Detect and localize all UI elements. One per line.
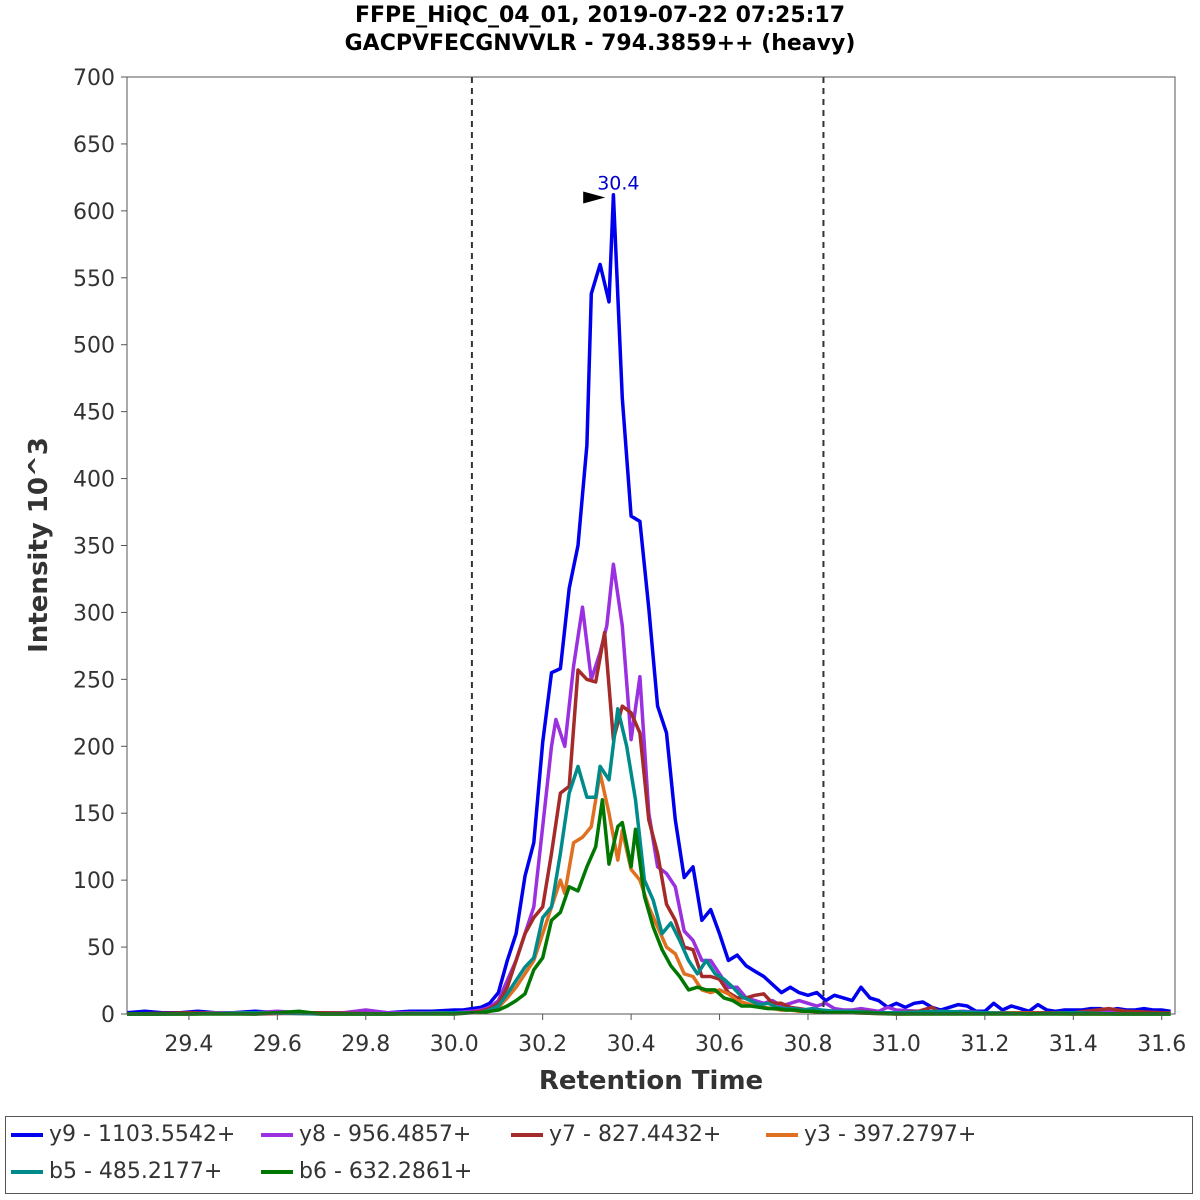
legend-swatch (261, 1169, 293, 1174)
y-tick-label: 300 (73, 601, 115, 626)
y-tick-label: 150 (73, 802, 115, 827)
legend-label: b5 - 485.2177+ (49, 1159, 223, 1184)
y-tick-label: 600 (73, 200, 115, 225)
legend-item: y3 - 397.2797+ (766, 1122, 976, 1147)
legend-swatch (511, 1132, 543, 1137)
x-tick-label: 29.8 (341, 1032, 390, 1057)
y-tick-label: 500 (73, 334, 115, 359)
x-tick-label: 30.0 (430, 1032, 479, 1057)
y-tick-label: 450 (73, 401, 115, 426)
y-tick-label: 550 (73, 267, 115, 292)
y-tick-label: 50 (87, 936, 115, 961)
legend-label: y8 - 956.4857+ (299, 1122, 472, 1147)
peak-arrow-marker (583, 191, 606, 204)
chart-title-line-1: FFPE_HiQC_04_01, 2019-07-22 07:25:17 (354, 3, 846, 28)
x-tick-label: 30.4 (607, 1032, 656, 1057)
legend-item: y7 - 827.4432+ (511, 1122, 721, 1147)
legend-item: b6 - 632.2861+ (261, 1159, 472, 1184)
legend-item: y9 - 1103.5542+ (11, 1122, 235, 1147)
x-tick-label: 31.4 (1049, 1032, 1098, 1057)
x-tick-label: 31.6 (1137, 1032, 1186, 1057)
legend-item: b5 - 485.2177+ (11, 1159, 222, 1184)
x-tick-label: 29.6 (253, 1032, 302, 1057)
legend-swatch (11, 1169, 43, 1174)
x-axis: 29.4 29.6 29.8 30.0 30.2 30.4 30.6 30.8 31.0 31.2… (164, 1014, 1186, 1057)
x-axis-label: Retention Time (539, 1066, 763, 1096)
legend-swatch (261, 1132, 293, 1137)
legend-label: b6 - 632.2861+ (299, 1159, 473, 1184)
legend: y9 - 1103.5542+ y8 - 956.4857+ y7 - 827.44… (5, 1116, 1193, 1194)
series-line-1 (127, 562, 1171, 1016)
series-line-2 (126, 630, 1171, 1016)
legend-swatch (766, 1132, 798, 1137)
legend-swatch (11, 1132, 43, 1137)
integration-boundaries (470, 77, 825, 1014)
chart-title: FFPE_HiQC_04_01, 2019-07-22 07:25:17 GAC… (0, 2, 1200, 58)
y-tick-label: 200 (73, 735, 115, 760)
plot-area-frame (126, 76, 1176, 1015)
series-line-5 (127, 798, 1171, 1016)
series-layer (126, 193, 1171, 1016)
legend-item: y8 - 956.4857+ (261, 1122, 471, 1147)
peak-annotation: 30.4 (583, 172, 640, 204)
series-line-0 (126, 193, 1171, 1015)
y-tick-label: 650 (73, 133, 115, 158)
y-axis: 0 50 100 150 200 250 300 350 400 450 500 550 600 650 7… (73, 66, 127, 1028)
legend-label: y9 - 1103.5542+ (49, 1122, 236, 1147)
y-tick-label: 400 (73, 468, 115, 493)
peak-label: 30.4 (597, 172, 639, 194)
y-tick-label: 350 (73, 535, 115, 560)
legend-label: y3 - 397.2797+ (804, 1122, 977, 1147)
y-tick-label: 250 (73, 668, 115, 693)
y-axis-label: Intensity 10^3 (24, 437, 54, 653)
chart-title-line-2: GACPVFECGNVVLR - 794.3859++ (heavy) (344, 31, 856, 56)
chromatogram-chart: 30.4 0 50 100 150 200 250 300 350 400 450 500 550 60… (24, 66, 1186, 1096)
x-tick-label: 31.0 (872, 1032, 921, 1057)
x-tick-label: 30.6 (695, 1032, 744, 1057)
y-tick-label: 700 (73, 66, 115, 91)
series-line-4 (127, 707, 1171, 1016)
x-tick-label: 29.4 (164, 1032, 213, 1057)
x-tick-label: 31.2 (960, 1032, 1009, 1057)
y-tick-label: 0 (101, 1003, 115, 1028)
legend-label: y7 - 827.4432+ (549, 1122, 722, 1147)
x-tick-label: 30.8 (783, 1032, 832, 1057)
y-tick-label: 100 (73, 869, 115, 894)
x-tick-label: 30.2 (518, 1032, 567, 1057)
